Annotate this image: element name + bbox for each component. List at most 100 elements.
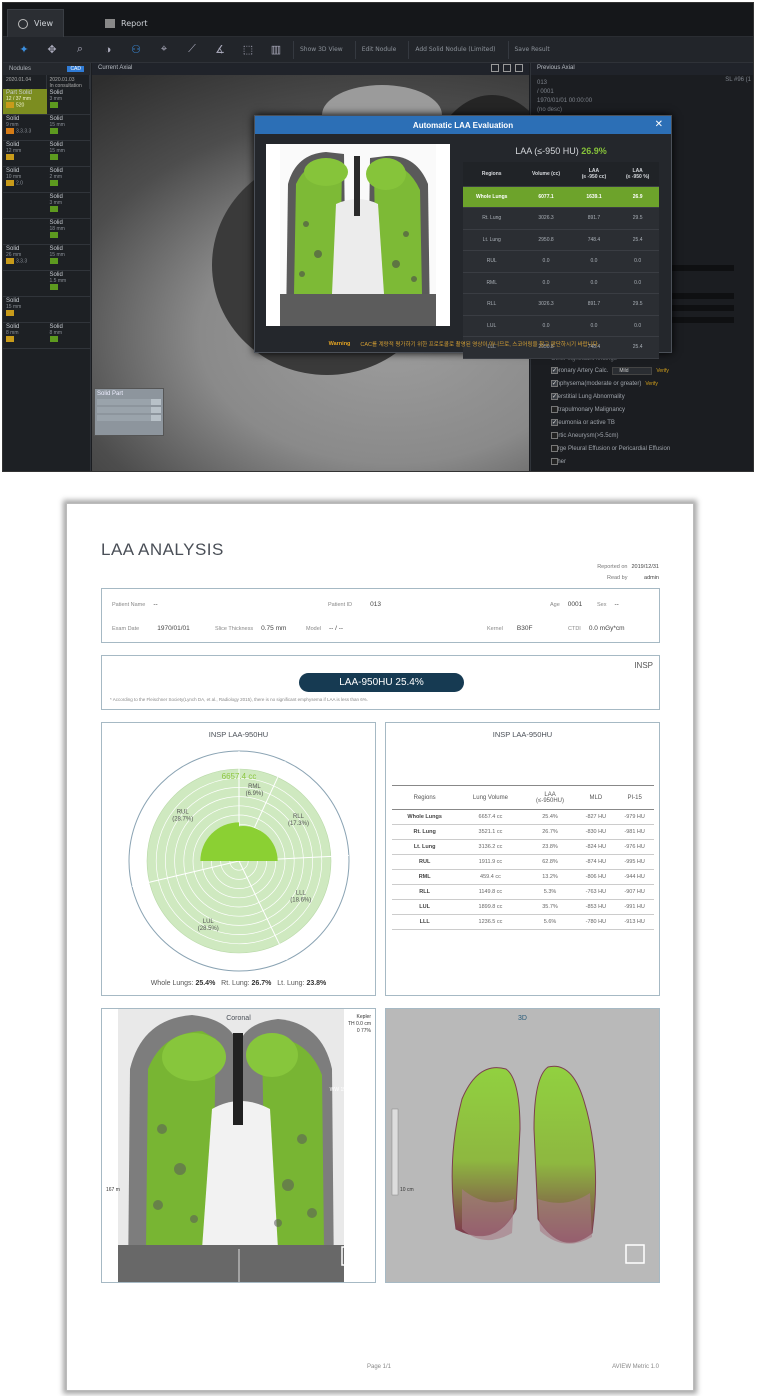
crosshair-icon[interactable]: ⌖ <box>160 43 168 55</box>
table-row[interactable]: LUL 0.0 0.0 0.0 <box>463 315 659 337</box>
table-cell: -981 HU <box>615 824 654 840</box>
nodule-size: 3 mm <box>49 200 63 206</box>
finding-checkbox-row[interactable]: ✓ Pneumonia or active TB <box>551 417 751 428</box>
roi-icon[interactable]: ⬚ <box>242 44 254 56</box>
finding-checkbox-row[interactable]: ✓ Interstitial Lung Abnormality <box>551 391 751 402</box>
solid-part-slider[interactable] <box>97 407 161 413</box>
lungrads-badge <box>49 128 58 134</box>
maximize-icon[interactable] <box>515 64 523 72</box>
trash-icon[interactable]: ▥ <box>270 44 282 56</box>
nodule-card[interactable] <box>3 193 47 219</box>
patient-id-field: Patient ID 013 <box>328 601 382 608</box>
nodule-size: 10 mm <box>6 174 22 180</box>
verify-link[interactable]: Verify <box>645 380 658 387</box>
table-cell: -824 HU <box>576 839 616 855</box>
software-version: AVIEW Metric 1.0 <box>612 1364 659 1370</box>
lul-laa-wedge <box>239 826 278 861</box>
slice-indicator: SL #96 (1 <box>725 77 751 83</box>
column-header: Lung Volume <box>457 785 524 810</box>
nodule-card[interactable]: Solid 10 mm 2.0 <box>3 167 47 193</box>
angle-icon[interactable]: ∡ <box>215 44 225 56</box>
nodule-card[interactable]: Part Solid 12 / 37 mm 520 <box>3 89 47 115</box>
nodule-card[interactable]: Solid 15 mm <box>46 141 90 167</box>
table-row[interactable]: Whole Lungs 6077.1 1639.1 26.9 <box>463 186 659 208</box>
nodule-card[interactable] <box>3 271 47 297</box>
slice-thickness-field: Slice Thickness 0.75 mm <box>215 625 287 632</box>
lungrads-badge <box>6 102 14 108</box>
study-date-current[interactable]: 2020.01.04 <box>3 75 47 89</box>
edit-nodule-button[interactable]: Edit Nodule <box>354 40 403 59</box>
pointer-icon[interactable]: ✦ <box>19 44 29 56</box>
save-result-button[interactable]: Save Result <box>507 40 556 59</box>
checkbox[interactable]: ✓ <box>551 380 558 387</box>
table-cell: 0.0 <box>571 315 617 337</box>
clock-icon <box>18 18 28 29</box>
table-cell: 1236.5 cc <box>457 914 524 930</box>
nodule-card[interactable]: Solid 3 mm <box>46 193 90 219</box>
cad-badge[interactable]: CAD <box>67 66 84 72</box>
severity-select[interactable]: Mild <box>612 366 653 375</box>
nodule-card[interactable]: Solid 1.5 mm <box>46 271 90 297</box>
finding-checkbox-row[interactable]: Other <box>551 456 751 467</box>
table-cell: 1149.8 cc <box>457 884 524 900</box>
tab-view[interactable]: View <box>7 9 64 37</box>
contrast-icon[interactable]: ◑ <box>104 43 112 56</box>
ruler-icon[interactable]: ⟋ <box>188 43 196 55</box>
nodule-card[interactable]: Solid 26 mm 3.3.3 <box>3 245 47 271</box>
table-row[interactable]: RML 0.0 0.0 0.0 <box>463 272 659 294</box>
3d-image-box: 3D 10 cm <box>385 1008 660 1283</box>
solid-part-slider[interactable] <box>97 415 161 421</box>
checkbox[interactable] <box>551 406 558 413</box>
finding-checkbox-row[interactable]: Large Pleural Effusion or Pericardial Ef… <box>551 443 751 454</box>
meta-line: 1970/01/01 00:00:00 <box>537 98 593 104</box>
checkbox[interactable] <box>551 445 558 452</box>
pan-icon[interactable]: ✥ <box>47 44 57 56</box>
nodule-card[interactable] <box>3 219 47 245</box>
nodule-card[interactable]: Solid 15 mm <box>3 297 47 323</box>
table-cell: Whole Lungs <box>392 809 458 825</box>
table-row[interactable]: Rt. Lung 3026.3 891.7 29.5 <box>463 207 659 230</box>
verify-link[interactable]: Verify <box>656 367 669 374</box>
nodule-card[interactable]: Solid 15 mm <box>46 115 90 141</box>
meta-line: / 0001 <box>537 89 554 95</box>
nodule-card[interactable]: Solid 8 mm <box>46 323 90 349</box>
finding-checkbox-row[interactable]: Extrapulmonary Malignancy <box>551 404 751 415</box>
table-cell: 3136.2 cc <box>457 839 524 855</box>
checkbox[interactable]: ✓ <box>551 419 558 426</box>
checkbox[interactable]: ✓ <box>551 393 558 400</box>
table-cell: -780 HU <box>576 914 616 930</box>
nodule-card[interactable]: Solid 9 mm 3.3.3.3 <box>3 115 47 141</box>
checkbox[interactable]: ✓ <box>551 367 558 374</box>
close-icon[interactable]: ✕ <box>654 119 663 130</box>
zoom-icon[interactable]: ⌕ <box>76 43 84 55</box>
nodule-card[interactable]: Solid 8 mm <box>3 323 47 349</box>
nodule-card[interactable]: Solid 2 mm <box>46 167 90 193</box>
copy-icon[interactable] <box>503 64 511 72</box>
solid-part-slider[interactable] <box>97 399 161 405</box>
nodule-card[interactable] <box>46 297 90 323</box>
table-row[interactable]: RLL 3026.3 891.7 29.5 <box>463 293 659 316</box>
3d-scale-label: 10 cm <box>400 1187 414 1193</box>
table-cell: 0.0 <box>571 250 617 273</box>
nodule-card[interactable]: Solid 15 mm <box>46 245 90 271</box>
nodule-card[interactable]: Solid 3 mm <box>46 89 90 115</box>
tab-report[interactable]: Report <box>95 9 175 37</box>
table-row[interactable]: RUL 0.0 0.0 0.0 <box>463 250 659 273</box>
finding-checkbox-row[interactable]: Aortic Aneurysm(>5.5cm) <box>551 430 751 441</box>
finding-checkbox-row[interactable]: ✓ Coronary Artery Calc. Mild Verify <box>551 365 751 376</box>
nodule-size: 26 mm <box>6 252 22 258</box>
finding-checkbox-row[interactable]: ✓ Emphysema(moderate or greater) Verify <box>551 378 751 389</box>
checkbox[interactable] <box>551 432 558 439</box>
nodule-type: Solid <box>49 142 63 148</box>
nodule-card[interactable]: Solid 12 mm <box>3 141 47 167</box>
nodule-card[interactable]: Solid 18 mm <box>46 219 90 245</box>
checkbox[interactable] <box>551 458 558 465</box>
layout-icon[interactable] <box>491 64 499 72</box>
person-search-icon[interactable]: ⚇ <box>131 44 141 56</box>
show-3d-button[interactable]: Show 3D View <box>293 40 349 59</box>
study-date-prior[interactable]: 2020.01.03 In consultation <box>47 75 90 89</box>
table-row[interactable]: LLL 2950.8 748.4 25.4 <box>463 336 659 359</box>
add-solid-nodule-button[interactable]: Add Solid Nodule (Limited) <box>408 40 501 59</box>
table-row[interactable]: Lt. Lung 2950.8 748.4 25.4 <box>463 229 659 251</box>
nodule-size: 2 mm <box>49 174 63 180</box>
